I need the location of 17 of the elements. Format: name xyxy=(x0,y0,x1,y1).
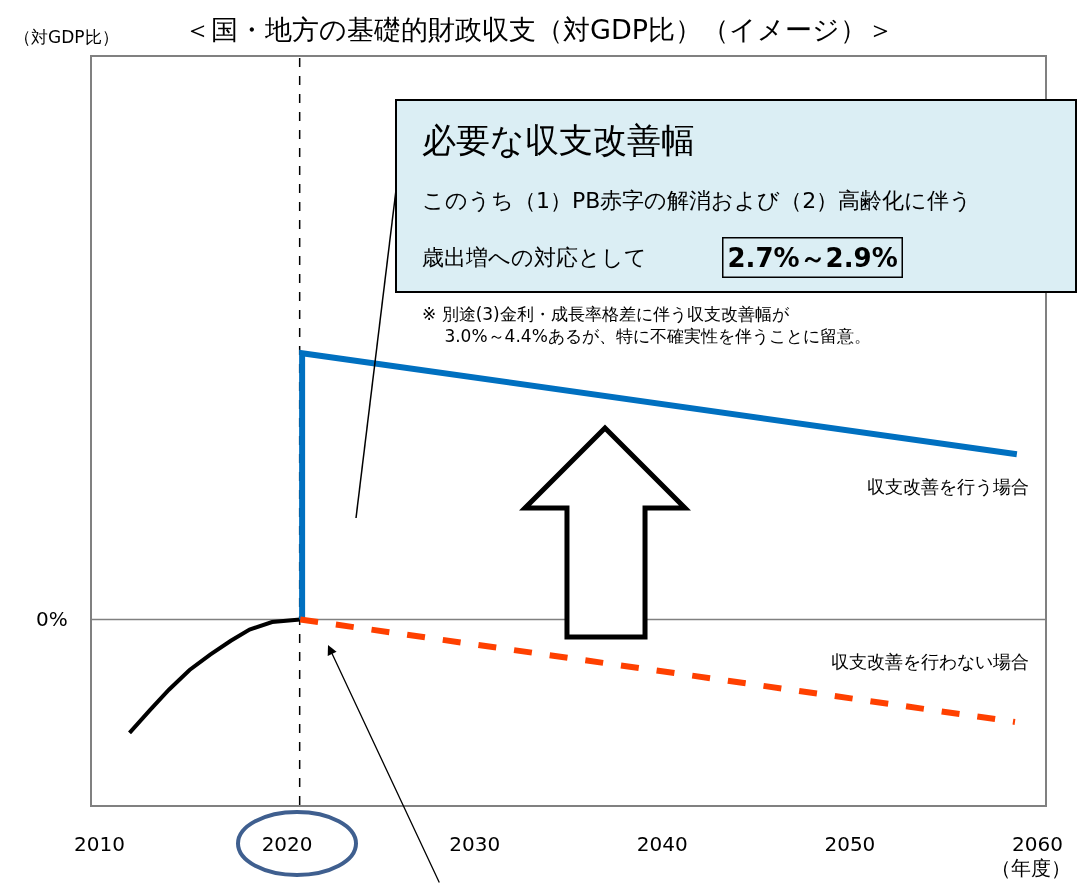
text: （対GDP比） xyxy=(14,27,119,47)
text: このうち（1）PB赤字の解消および（2）高齢化に伴う xyxy=(422,188,973,213)
series-label: 収支改善を行う場合 xyxy=(867,476,1029,497)
x-tick-label: 2010 xyxy=(74,832,125,856)
text: 2.7%～2.9% xyxy=(727,242,898,273)
ref-line-label: 0% xyxy=(36,607,68,631)
x-tick-label: 2020 xyxy=(261,832,313,856)
text: ※ 別途(3)金利・成長率格差に伴う収支改善幅が 3.0%～4.4%あるが、特に不確実性を伴うことに留意。 xyxy=(422,304,871,347)
x-tick-label: 2050 xyxy=(824,832,876,856)
chart-title: ＜国・地方の基礎的財政収支（対GDP比）（イメージ）＞ xyxy=(184,14,894,46)
text: （年度） xyxy=(991,856,1071,880)
x-tick-label: 2060 xyxy=(1012,832,1063,856)
series-label: 収支改善を行わない場合 xyxy=(831,651,1029,672)
x-tick-label: 2030 xyxy=(449,832,501,856)
text: 必要な収支改善幅 xyxy=(422,120,695,160)
x-tick-label: 2040 xyxy=(636,832,688,856)
text: 歳出増への対応として xyxy=(422,245,647,270)
